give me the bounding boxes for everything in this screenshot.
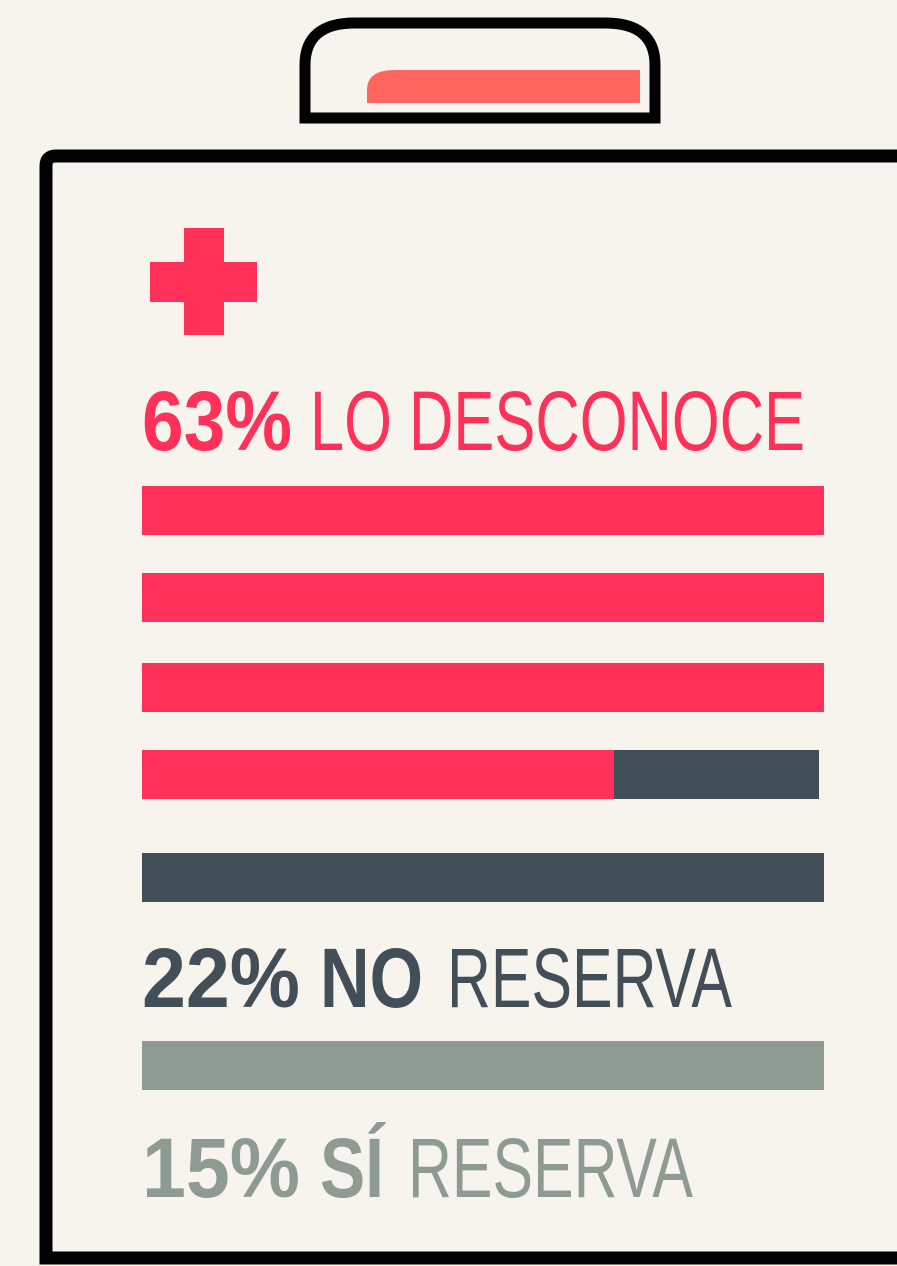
stat-label: LO DESCONOCE (310, 374, 805, 468)
bar-unknown (142, 663, 824, 712)
bar-no-reserve (142, 853, 824, 902)
cross-horizontal (150, 262, 257, 302)
stat-percent: 15% (142, 1121, 300, 1215)
clipboard-handle (299, 17, 661, 124)
bar-unknown (142, 750, 614, 799)
bar-no-reserve (614, 750, 819, 799)
stat-headline: 15% SÍ RESERVA (142, 1121, 693, 1215)
clipboard-board (39, 149, 897, 1265)
stat-emphasis: NO (320, 931, 423, 1025)
stat-emphasis: SÍ (320, 1121, 386, 1215)
stat-label: RESERVA (447, 931, 732, 1025)
handle-accent (367, 70, 640, 103)
bar-yes-reserve (142, 1041, 824, 1090)
bar-unknown (142, 486, 824, 535)
bar-unknown (142, 573, 824, 622)
stat-percent: 63% (142, 374, 292, 468)
stat-headline: 22% NO RESERVA (142, 931, 732, 1025)
stat-percent: 22% (142, 931, 300, 1025)
stat-label: RESERVA (408, 1121, 693, 1215)
stat-headline: 63% LO DESCONOCE (142, 374, 805, 468)
